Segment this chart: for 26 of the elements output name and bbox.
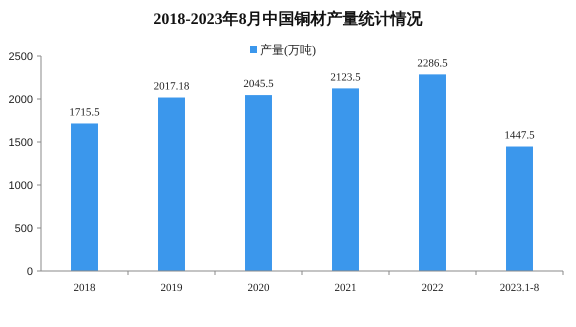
y-tick-label: 1000 [8, 180, 33, 192]
x-tick-label: 2022 [422, 282, 444, 294]
bar [506, 146, 533, 271]
y-tick-label: 2500 [8, 51, 33, 63]
x-tick-label: 2023.1-8 [500, 282, 540, 294]
bar [332, 88, 359, 271]
bar [419, 74, 446, 271]
chart-title: 2018-2023年8月中国铜材产量统计情况 [153, 10, 424, 28]
y-tick-label: 2000 [8, 94, 33, 106]
x-tick-label: 2019 [160, 282, 183, 294]
data-label: 1447.5 [504, 130, 536, 142]
y-tick-label: 500 [14, 223, 33, 235]
data-label: 1715.5 [69, 106, 100, 118]
data-label: 2017.18 [154, 80, 190, 93]
y-tick-label: 0 [26, 266, 33, 278]
data-label: 2286.5 [417, 57, 448, 70]
x-tick-label: 2021 [334, 282, 356, 294]
x-tick-label: 2020 [248, 282, 270, 294]
y-tick-label: 1500 [8, 137, 33, 149]
bar [245, 95, 272, 271]
data-label: 2123.5 [330, 71, 362, 84]
bar [71, 123, 98, 271]
data-label: 2045.5 [243, 78, 274, 90]
x-tick-label: 2018 [74, 282, 96, 294]
bar [158, 98, 185, 271]
legend-label: 产量(万吨) [260, 43, 316, 57]
